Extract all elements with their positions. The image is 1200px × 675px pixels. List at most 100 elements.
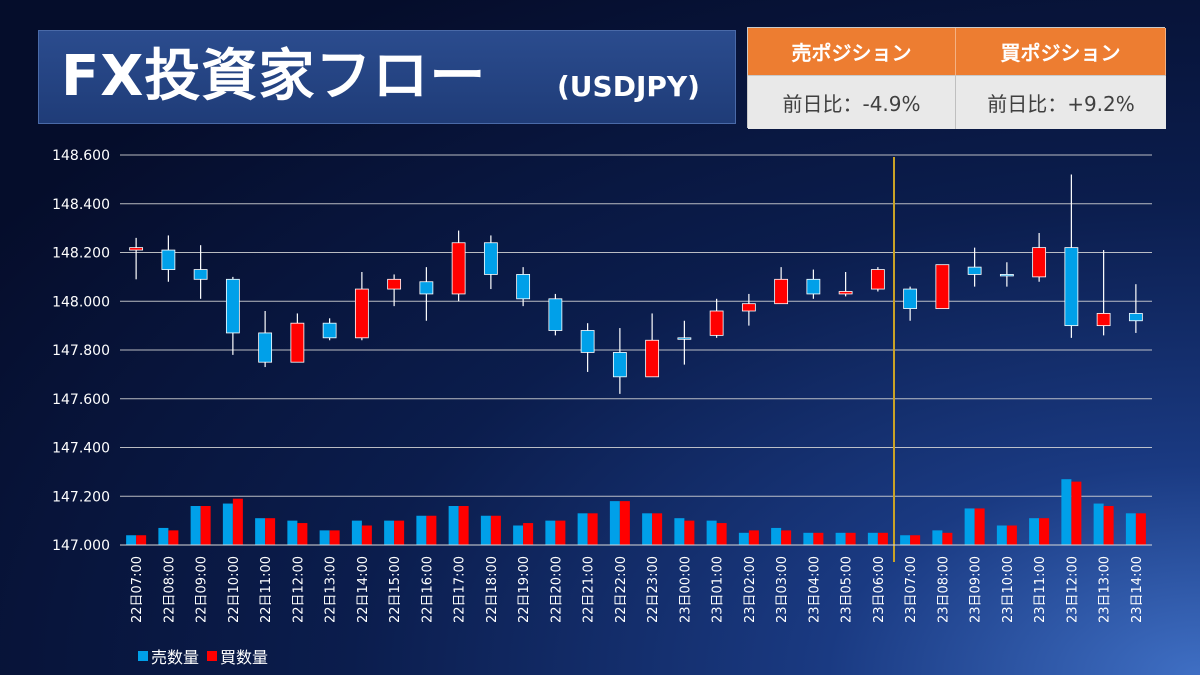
x-tick-label: 22日17:00: [453, 556, 468, 623]
buy-volume-bar: [361, 525, 372, 545]
x-tick-label: 23日12:00: [1065, 556, 1080, 623]
legend-item-buy: 買数量: [207, 644, 268, 668]
sell-volume-bar: [1029, 518, 1040, 545]
buy-volume-bar: [200, 506, 211, 545]
buy-position-header: 買ポジション: [956, 28, 1166, 76]
x-tick-label: 23日01:00: [711, 556, 726, 623]
y-tick-label: 147.600: [52, 392, 110, 408]
x-tick-label: 23日00:00: [678, 556, 693, 623]
x-tick-label: 23日08:00: [936, 556, 951, 623]
buy-volume-bar: [619, 501, 630, 545]
x-tick-label: 23日02:00: [743, 556, 758, 623]
legend: 売数量 買数量: [138, 645, 276, 667]
sell-volume-bar: [738, 532, 749, 545]
buy-volume-bar: [394, 520, 405, 545]
x-tick-label: 22日13:00: [324, 556, 339, 623]
x-tick-label: 22日20:00: [549, 556, 564, 623]
sell-volume-bar: [706, 520, 717, 545]
buy-volume-bar: [426, 515, 437, 545]
x-tick-label: 23日11:00: [1033, 556, 1048, 623]
sell-volume-bar: [996, 525, 1007, 545]
x-tick-label: 23日14:00: [1130, 556, 1145, 623]
buy-volume-bar: [587, 513, 598, 545]
position-table: 売ポジション 買ポジション 前日比：-4.9% 前日比：+9.2%: [747, 27, 1166, 129]
page-subtitle: (USDJPY): [557, 70, 700, 103]
buy-volume-bar: [845, 532, 856, 545]
sell-volume-bar: [448, 506, 459, 545]
y-tick-label: 148.200: [52, 246, 110, 262]
x-tick-label: 22日08:00: [162, 556, 177, 623]
legend-item-sell: 売数量: [138, 644, 199, 668]
candle-body-down: [193, 269, 208, 280]
x-tick-label: 23日09:00: [969, 556, 984, 623]
sell-volume-bar: [1125, 513, 1136, 545]
sell-volume-bar: [513, 525, 524, 545]
candle-body-up: [290, 322, 305, 363]
candle-body-up: [129, 247, 144, 251]
buy-volume-bar: [813, 532, 824, 545]
sell-swatch: [138, 651, 148, 661]
sell-volume-bar: [674, 518, 685, 545]
x-tick-label: 22日14:00: [356, 556, 371, 623]
candle-body-up: [451, 242, 466, 295]
candle-body-up: [741, 303, 756, 312]
sell-volume-bar: [771, 527, 782, 545]
sell-volume-bar: [835, 532, 846, 545]
candle-body-down: [612, 352, 627, 378]
x-tick-label: 22日15:00: [388, 556, 403, 623]
buy-volume-bar: [1071, 481, 1082, 545]
sell-volume-bar: [287, 520, 298, 545]
buy-volume-bar: [265, 518, 276, 545]
x-tick-label: 23日13:00: [1098, 556, 1113, 623]
buy-volume-bar: [910, 535, 921, 545]
candle-body-down: [999, 274, 1014, 277]
x-tick-label: 22日07:00: [130, 556, 145, 623]
buy-volume-bar: [458, 506, 469, 545]
sell-volume-bar: [577, 513, 588, 545]
sell-volume-bar: [900, 535, 911, 545]
sell-volume-bar: [609, 501, 620, 545]
buy-volume-bar: [523, 523, 534, 545]
buy-volume-bar: [1039, 518, 1050, 545]
candle-body-up: [838, 291, 853, 295]
x-tick-label: 22日11:00: [259, 556, 274, 623]
buy-position-change: 前日比：+9.2%: [956, 76, 1166, 129]
y-tick-label: 147.400: [52, 441, 110, 457]
candle-body-down: [1128, 313, 1143, 322]
y-tick-label: 148.000: [52, 294, 110, 310]
buy-volume-bar: [1006, 525, 1017, 545]
x-tick-label: 22日10:00: [227, 556, 242, 623]
candle-body-up: [354, 288, 369, 339]
x-tick-label: 23日04:00: [807, 556, 822, 623]
buy-volume-bar: [329, 530, 340, 545]
candle-body-down: [161, 249, 176, 270]
candle-body-down: [225, 278, 240, 334]
candle-body-down: [516, 274, 531, 300]
sell-volume-bar: [803, 532, 814, 545]
buy-swatch: [207, 651, 218, 661]
title-box: FX投資家フロー (USDJPY): [38, 30, 736, 124]
legend-buy-label: 買数量: [220, 648, 269, 667]
buy-volume-bar: [1103, 506, 1114, 545]
sell-position-header: 売ポジション: [748, 28, 956, 76]
sell-volume-bar: [480, 515, 491, 545]
x-tick-label: 23日03:00: [775, 556, 790, 623]
buy-volume-bar: [781, 530, 792, 545]
buy-volume-bar: [652, 513, 663, 545]
x-tick-label: 22日18:00: [485, 556, 500, 623]
sell-volume-bar: [1093, 503, 1104, 545]
buy-volume-bar: [490, 515, 501, 545]
candle-body-up: [774, 278, 789, 305]
sell-position-change: 前日比：-4.9%: [748, 76, 956, 129]
candle-body-down: [967, 266, 982, 275]
sell-volume-bar: [642, 513, 653, 545]
page-title: FX投資家フロー: [61, 44, 487, 109]
candle-body-down: [548, 298, 563, 331]
sell-volume-bar: [255, 518, 266, 545]
y-tick-label: 147.200: [52, 489, 110, 505]
candle-body-down: [322, 322, 337, 339]
x-tick-label: 22日21:00: [582, 556, 597, 623]
candle-body-up: [935, 264, 950, 309]
x-tick-label: 22日22:00: [614, 556, 629, 623]
